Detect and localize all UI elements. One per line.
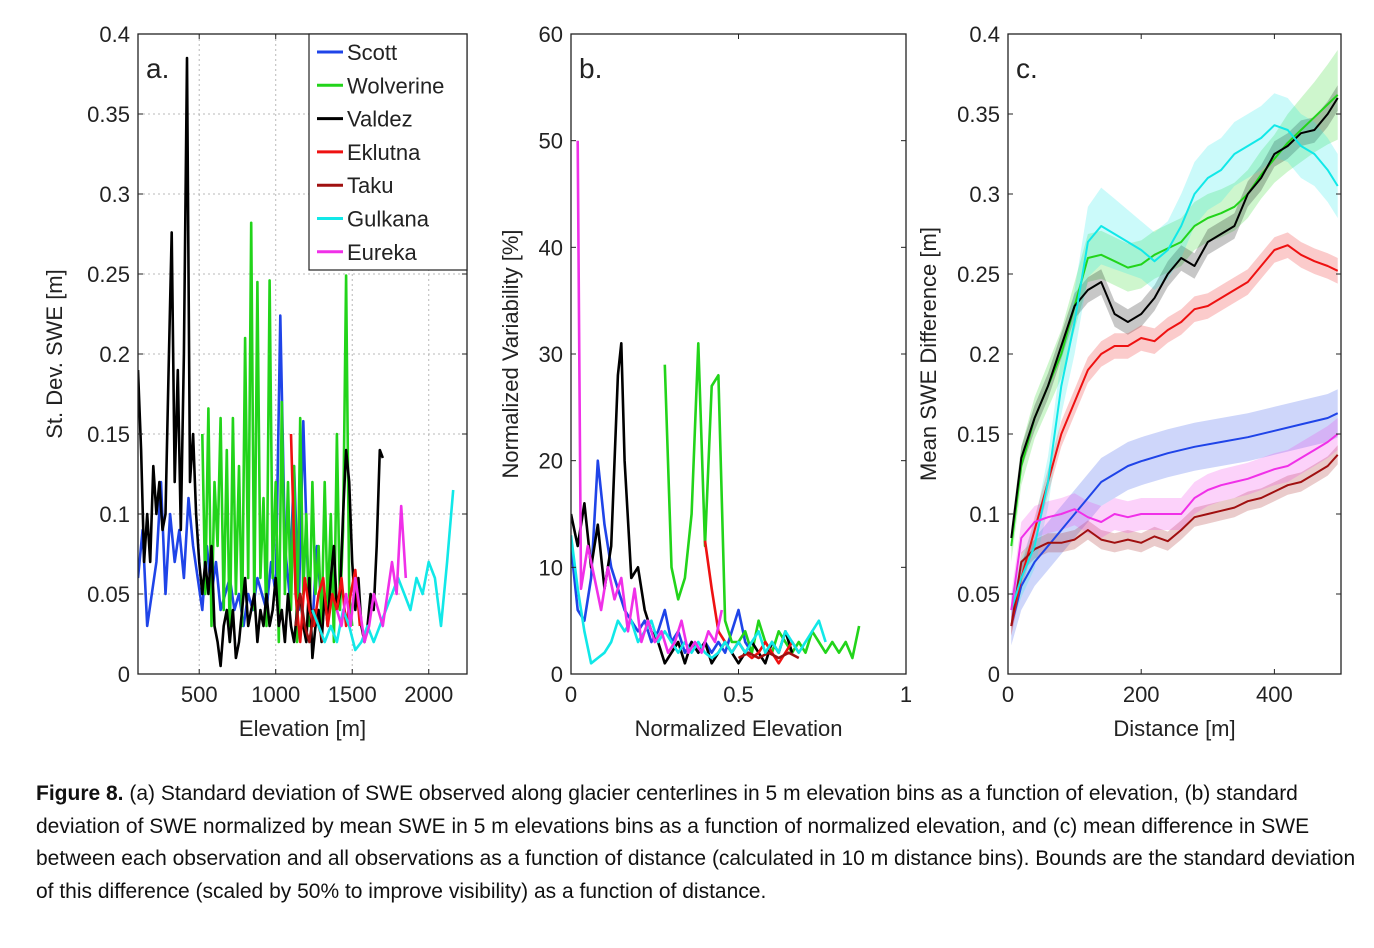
- panel-label: b.: [579, 53, 602, 84]
- panel-label: a.: [146, 53, 169, 84]
- y-tick-label: 0.3: [99, 182, 130, 207]
- caption-text: (a) Standard deviation of SWE observed a…: [36, 782, 1356, 903]
- y-tick-label: 0.15: [957, 422, 1000, 447]
- chart-panel-c: 0 200 400 0 0.05 0.1 0.15 0.2 0.25 0.3 0.35 0.4 Dist…: [916, 22, 1342, 741]
- series-line-gulkana: [1010, 124, 1339, 611]
- x-axis-label: Distance [m]: [1113, 716, 1235, 741]
- x-tick-label: 400: [1256, 682, 1293, 707]
- y-tick-label: 40: [539, 235, 563, 260]
- series-line-wolverine: [1010, 94, 1339, 547]
- series-line-taku: [1010, 454, 1339, 627]
- y-tick-label: 0.1: [99, 502, 130, 527]
- y-tick-label: 0: [118, 662, 130, 687]
- plot-area: [1010, 50, 1339, 646]
- series-line-eureka: [1010, 433, 1339, 611]
- series-line-valdez: [1010, 97, 1339, 539]
- y-tick-label: 20: [539, 449, 563, 474]
- y-tick-label: 0.2: [99, 342, 130, 367]
- series-band-gulkana: [1011, 93, 1338, 626]
- y-tick-label: 0: [551, 662, 563, 687]
- series-line-valdez: [138, 56, 385, 668]
- y-tick-label: 0.25: [87, 262, 130, 287]
- legend-label-valdez: Valdez: [347, 107, 413, 132]
- series-band-eureka: [1011, 418, 1338, 626]
- x-tick-label: 1: [900, 682, 912, 707]
- legend-label-taku: Taku: [347, 173, 393, 198]
- x-tick-label: 0.5: [723, 682, 754, 707]
- series-line-gulkana: [571, 535, 827, 665]
- series-band-scott: [1011, 389, 1338, 646]
- figure-caption: Figure 8. (a) Standard deviation of SWE …: [36, 778, 1356, 908]
- series-band-taku: [1011, 445, 1338, 636]
- plot-area: [138, 56, 455, 668]
- y-tick-label: 0.3: [969, 182, 1000, 207]
- y-tick-label: 0.05: [87, 582, 130, 607]
- legend-label-eureka: Eureka: [347, 240, 417, 265]
- figure-charts: 500 1000 1500 200000.050.10.150.20.250.30.3…: [42, 22, 1342, 741]
- y-tick-label: 0.4: [99, 22, 130, 47]
- y-tick-label: 0.35: [87, 102, 130, 127]
- y-tick-label: 60: [539, 22, 563, 47]
- y-tick-label: 0.25: [957, 262, 1000, 287]
- caption-label: Figure 8.: [36, 782, 124, 805]
- legend-label-wolverine: Wolverine: [347, 73, 444, 98]
- x-tick-label: 1000: [251, 682, 300, 707]
- series-line-eklutna: [1010, 244, 1339, 627]
- panel-label: c.: [1016, 53, 1038, 84]
- legend-label-scott: Scott: [347, 40, 397, 65]
- series-line-valdez: [571, 342, 794, 665]
- x-tick-label: 500: [181, 682, 218, 707]
- x-tick-label: 0: [565, 682, 577, 707]
- x-axis-label: Elevation [m]: [239, 716, 366, 741]
- y-tick-label: 0.05: [957, 582, 1000, 607]
- y-axis-label: Mean SWE Difference [m]: [916, 227, 941, 481]
- y-axis-label: Normalized Variability [%]: [498, 229, 523, 478]
- x-tick-label: 0: [1002, 682, 1014, 707]
- series-line-eureka: [576, 140, 724, 654]
- y-tick-label: 0.1: [969, 502, 1000, 527]
- legend-label-gulkana: Gulkana: [347, 207, 430, 232]
- series-line-scott: [1010, 412, 1339, 627]
- x-tick-label: 1500: [328, 682, 377, 707]
- legend-label-eklutna: Eklutna: [347, 140, 421, 165]
- series-line-eureka: [335, 504, 408, 644]
- chart-panel-a: 500 1000 1500 2000 0 0.05 0.1 0.15 0.2 0.25 0.3 0.3…: [42, 22, 468, 741]
- y-tick-label: 0.15: [87, 422, 130, 447]
- y-tick-label: 10: [539, 555, 563, 580]
- y-tick-label: 0.4: [969, 22, 1000, 47]
- y-tick-label: 30: [539, 342, 563, 367]
- y-tick-label: 0.35: [957, 102, 1000, 127]
- plot-area: [571, 140, 861, 665]
- y-tick-label: 0.2: [969, 342, 1000, 367]
- x-tick-label: 2000: [404, 682, 453, 707]
- series-line-taku: [737, 651, 800, 660]
- series-line-wolverine: [201, 221, 354, 644]
- y-axis-label: St. Dev. SWE [m]: [42, 269, 67, 439]
- x-tick-label: 200: [1123, 682, 1160, 707]
- series-band-wolverine: [1011, 50, 1338, 562]
- x-axis-label: Normalized Elevation: [635, 716, 843, 741]
- y-tick-label: 0: [988, 662, 1000, 687]
- series-line-wolverine: [663, 342, 861, 660]
- y-tick-label: 50: [539, 129, 563, 154]
